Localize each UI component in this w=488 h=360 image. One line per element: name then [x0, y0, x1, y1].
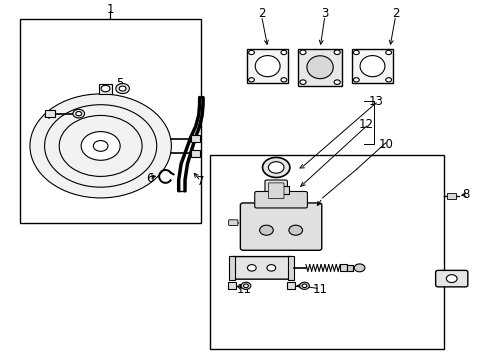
Polygon shape — [190, 126, 199, 137]
Bar — [287, 256, 293, 279]
Bar — [20, 19, 200, 223]
Circle shape — [353, 264, 364, 272]
Text: 10: 10 — [378, 138, 392, 150]
Text: 8: 8 — [462, 188, 469, 201]
FancyBboxPatch shape — [268, 183, 284, 199]
FancyBboxPatch shape — [230, 257, 292, 279]
Text: 2: 2 — [257, 7, 265, 20]
Bar — [346, 265, 352, 271]
Circle shape — [288, 225, 302, 235]
Ellipse shape — [306, 56, 332, 79]
Circle shape — [241, 282, 250, 289]
Bar — [339, 264, 346, 271]
Circle shape — [81, 132, 120, 160]
FancyBboxPatch shape — [435, 270, 467, 287]
Polygon shape — [178, 180, 184, 191]
Polygon shape — [195, 116, 202, 126]
Bar — [44, 110, 55, 117]
Circle shape — [259, 225, 273, 235]
Circle shape — [243, 284, 248, 288]
Polygon shape — [198, 105, 203, 116]
Polygon shape — [186, 137, 195, 148]
Bar — [229, 256, 235, 279]
Circle shape — [280, 78, 286, 82]
Bar — [210, 155, 444, 348]
Circle shape — [385, 50, 391, 55]
Circle shape — [266, 265, 275, 271]
Text: 4: 4 — [43, 109, 51, 122]
Circle shape — [333, 50, 340, 55]
Ellipse shape — [359, 55, 384, 77]
Circle shape — [446, 275, 456, 283]
Ellipse shape — [255, 55, 280, 77]
Circle shape — [302, 284, 306, 288]
Bar — [273, 186, 288, 194]
Circle shape — [262, 157, 289, 177]
Circle shape — [101, 85, 110, 92]
Text: 12: 12 — [358, 118, 373, 131]
Text: 11: 11 — [237, 283, 251, 296]
Circle shape — [280, 50, 286, 55]
Bar — [446, 193, 455, 199]
Text: 3: 3 — [321, 7, 328, 20]
Circle shape — [248, 50, 254, 55]
Circle shape — [247, 265, 256, 271]
Text: 6: 6 — [145, 172, 153, 185]
Bar — [190, 135, 199, 142]
Text: 2: 2 — [391, 7, 399, 20]
FancyBboxPatch shape — [264, 180, 287, 202]
Polygon shape — [178, 164, 187, 180]
FancyBboxPatch shape — [254, 192, 307, 208]
Bar — [286, 282, 294, 289]
Text: 1: 1 — [106, 3, 114, 16]
Bar — [190, 149, 199, 157]
Circle shape — [299, 80, 305, 84]
Text: 13: 13 — [368, 95, 383, 108]
Circle shape — [333, 80, 340, 84]
Circle shape — [268, 162, 284, 173]
Text: 9: 9 — [452, 278, 459, 291]
FancyBboxPatch shape — [240, 203, 321, 250]
Circle shape — [385, 78, 391, 82]
Bar — [351, 49, 392, 83]
Text: 7: 7 — [197, 175, 204, 188]
Bar — [228, 282, 236, 289]
Circle shape — [73, 109, 84, 118]
Circle shape — [353, 78, 359, 82]
Bar — [246, 49, 288, 83]
Polygon shape — [199, 98, 203, 105]
Circle shape — [116, 84, 129, 94]
Circle shape — [76, 112, 81, 116]
FancyBboxPatch shape — [228, 220, 238, 226]
Bar — [99, 84, 112, 94]
Circle shape — [299, 50, 305, 55]
Circle shape — [299, 282, 309, 289]
Text: 11: 11 — [312, 283, 327, 296]
Bar — [298, 49, 341, 86]
Circle shape — [30, 94, 171, 198]
Circle shape — [248, 78, 254, 82]
Circle shape — [353, 50, 359, 55]
Circle shape — [93, 140, 108, 151]
Circle shape — [119, 86, 126, 91]
Polygon shape — [181, 148, 192, 164]
Text: 5: 5 — [116, 77, 123, 90]
